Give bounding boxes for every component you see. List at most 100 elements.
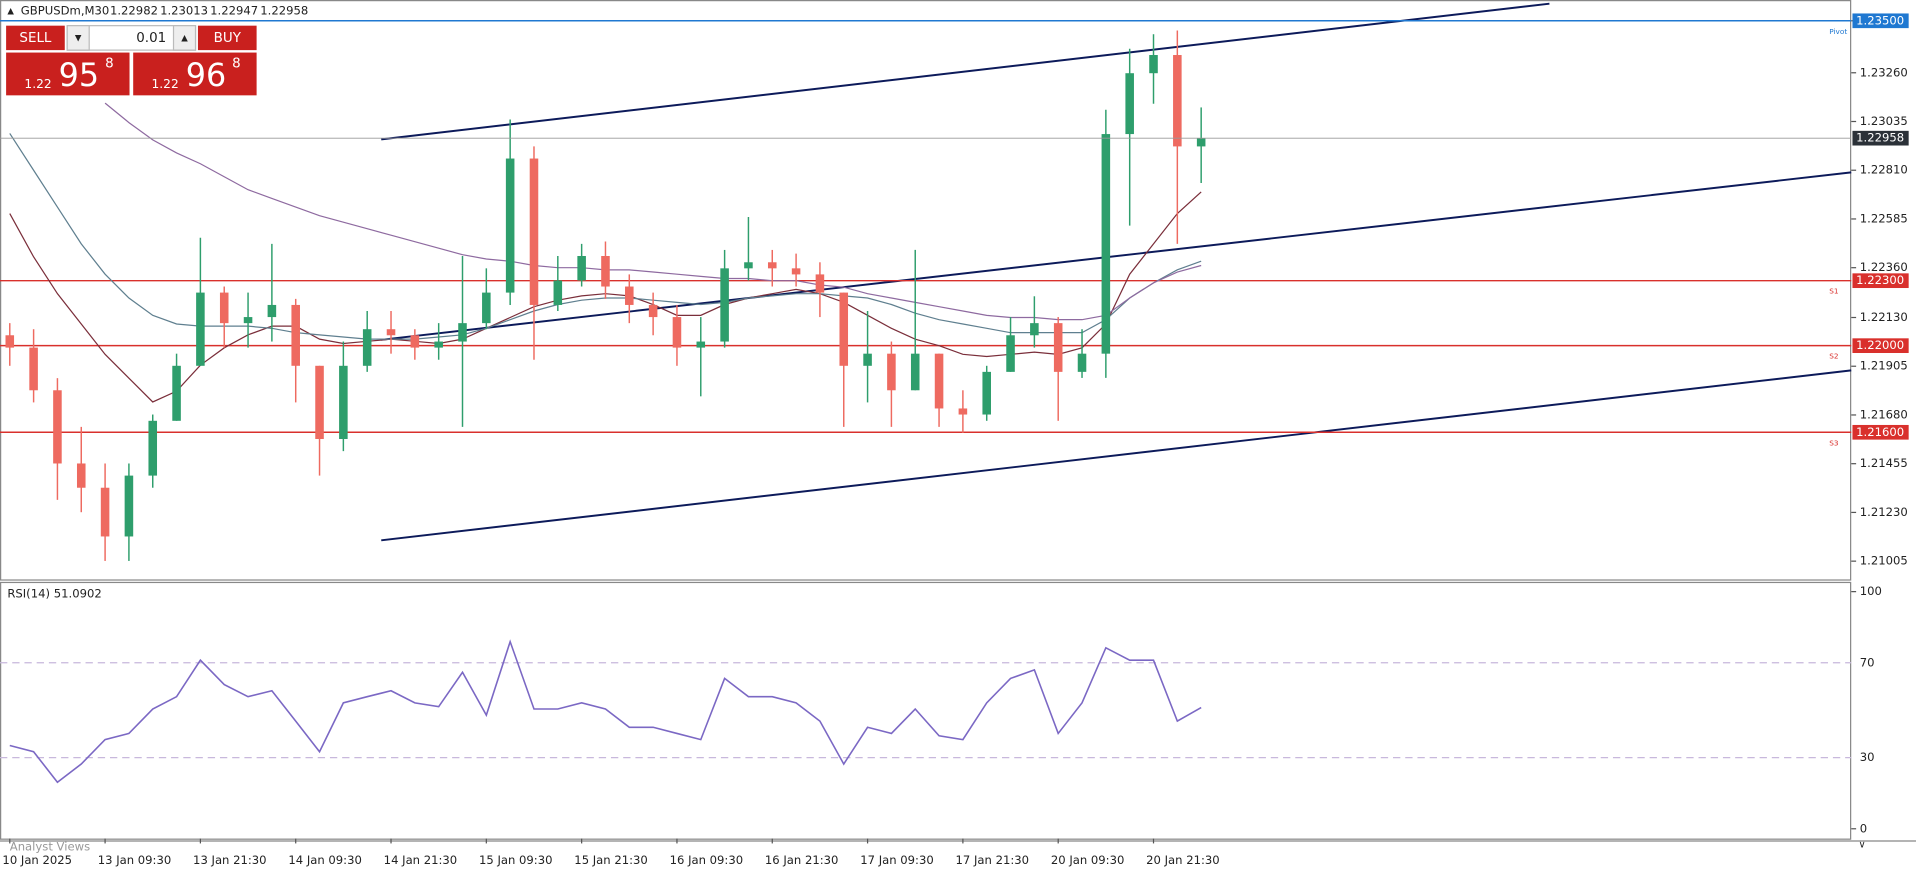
candle-body xyxy=(410,335,420,348)
candle-body xyxy=(1006,335,1015,372)
x-tick-label: 15 Jan 21:30 xyxy=(574,853,648,867)
x-tick-label: 15 Jan 09:30 xyxy=(479,853,553,867)
bid-prefix[interactable]: 1.22 xyxy=(24,77,51,91)
y-tick-label: 1.21905 xyxy=(1860,359,1908,373)
candle-body xyxy=(672,317,682,348)
lot-up-arrow[interactable]: ▲ xyxy=(181,33,188,43)
y-tick-label: 1.21680 xyxy=(1860,407,1908,421)
candle-body xyxy=(529,158,539,305)
quote-high: 1.23013 xyxy=(160,4,208,18)
lot-down[interactable] xyxy=(66,25,90,51)
lot-up[interactable] xyxy=(172,25,197,51)
rsi-tick-label: 100 xyxy=(1860,584,1882,598)
ask-box[interactable] xyxy=(133,52,257,96)
candle-body xyxy=(196,292,205,366)
rsi-name: RSI(14) xyxy=(7,587,50,601)
level-label: 1.23500 xyxy=(1856,13,1904,27)
candle-body xyxy=(219,292,229,324)
footer-tab[interactable]: Analyst Views xyxy=(10,840,90,854)
candle-body xyxy=(100,487,110,537)
x-tick-label: 17 Jan 09:30 xyxy=(860,853,934,867)
ask-fraction[interactable]: 8 xyxy=(232,57,241,72)
lot-down-arrow[interactable]: ▼ xyxy=(75,33,82,43)
sell-button[interactable] xyxy=(6,25,65,51)
level-label-box xyxy=(1852,424,1909,440)
candle-body xyxy=(29,347,38,391)
candle-body xyxy=(315,365,324,440)
candle-body xyxy=(625,286,634,305)
candle-body xyxy=(5,335,15,348)
rsi-line xyxy=(9,639,1202,784)
candle-body xyxy=(863,353,872,366)
candle-body xyxy=(1125,73,1134,135)
bid-fraction[interactable]: 8 xyxy=(105,57,114,72)
candle-body xyxy=(577,255,586,281)
rsi-tick-label: 70 xyxy=(1860,655,1875,669)
bid-box[interactable] xyxy=(6,52,130,96)
price-panel-frame xyxy=(0,0,1852,581)
level-name: S3 xyxy=(1829,438,1839,447)
x-tick-label: 13 Jan 21:30 xyxy=(193,853,267,867)
symbol: GBPUSDm,M30 xyxy=(21,4,110,18)
candle-body xyxy=(791,268,801,275)
x-tick-label: 10 Jan 2025 xyxy=(2,853,72,867)
candle-body xyxy=(910,353,920,391)
level-label-box xyxy=(1852,338,1909,353)
x-tick-label: 13 Jan 09:30 xyxy=(98,853,172,867)
x-tick-label: 20 Jan 09:30 xyxy=(1051,853,1125,867)
x-tick-label: 17 Jan 21:30 xyxy=(956,853,1030,867)
candle-body xyxy=(648,304,658,318)
symbol-arrow: ▲ xyxy=(7,7,14,17)
candle-body xyxy=(172,365,181,421)
candle-body xyxy=(482,292,491,324)
y-tick-label: 1.22130 xyxy=(1860,310,1908,324)
level-label-box xyxy=(1852,13,1909,29)
current-price-label: 1.22958 xyxy=(1856,131,1904,145)
candle-body xyxy=(339,365,348,440)
ask-prefix[interactable]: 1.22 xyxy=(152,77,179,91)
collapse-arrow[interactable]: ∨ xyxy=(1859,840,1866,851)
trade-panel: SELL ▼ ▲ 0.01 BUY 1.22 95 8 1.22 96 8 xyxy=(6,25,257,96)
x-tick-label: 20 Jan 21:30 xyxy=(1146,853,1220,867)
rsi-tick-label: 30 xyxy=(1860,750,1875,764)
y-tick-label: 1.21230 xyxy=(1860,505,1908,519)
candle-body xyxy=(601,255,610,287)
bid-pips[interactable]: 95 xyxy=(59,58,99,94)
candle-body xyxy=(505,158,515,293)
candle-body xyxy=(1053,323,1063,372)
y-tick-label: 1.22585 xyxy=(1860,211,1908,225)
candle-body xyxy=(53,390,62,464)
candle-body xyxy=(243,317,253,324)
ask-pips[interactable]: 96 xyxy=(186,58,226,94)
rsi-value: 51.0902 xyxy=(54,587,102,601)
level-name: S2 xyxy=(1829,352,1838,361)
y-tick-label: 1.23035 xyxy=(1860,114,1908,128)
candle-body xyxy=(1196,138,1206,147)
current-price-box xyxy=(1852,130,1909,146)
trendline-middle xyxy=(381,171,1852,341)
y-tick-label: 1.21455 xyxy=(1860,456,1908,470)
candle-body xyxy=(982,371,991,415)
y-tick-label: 1.21005 xyxy=(1860,554,1908,568)
candle-body xyxy=(744,262,753,269)
level-name: Pivot xyxy=(1829,27,1847,36)
buy-button[interactable] xyxy=(197,25,257,51)
buy-label[interactable]: BUY xyxy=(214,31,242,46)
sell-label[interactable]: SELL xyxy=(19,31,52,46)
x-tick-label: 16 Jan 09:30 xyxy=(670,853,744,867)
candle-body xyxy=(815,274,825,293)
quote-low: 1.22947 xyxy=(210,4,258,18)
lot-value[interactable]: 0.01 xyxy=(136,31,166,46)
trendline-upper xyxy=(381,2,1550,141)
candle-body xyxy=(1173,55,1182,147)
level-name: S1 xyxy=(1829,287,1838,296)
level-label: 1.22000 xyxy=(1856,338,1904,352)
candle-body xyxy=(1077,353,1087,372)
candle-body xyxy=(1101,134,1111,354)
candle-body xyxy=(434,341,443,348)
level-label-box xyxy=(1852,273,1909,289)
x-tick-label: 14 Jan 09:30 xyxy=(288,853,362,867)
rsi-tick-label: 0 xyxy=(1860,821,1867,835)
